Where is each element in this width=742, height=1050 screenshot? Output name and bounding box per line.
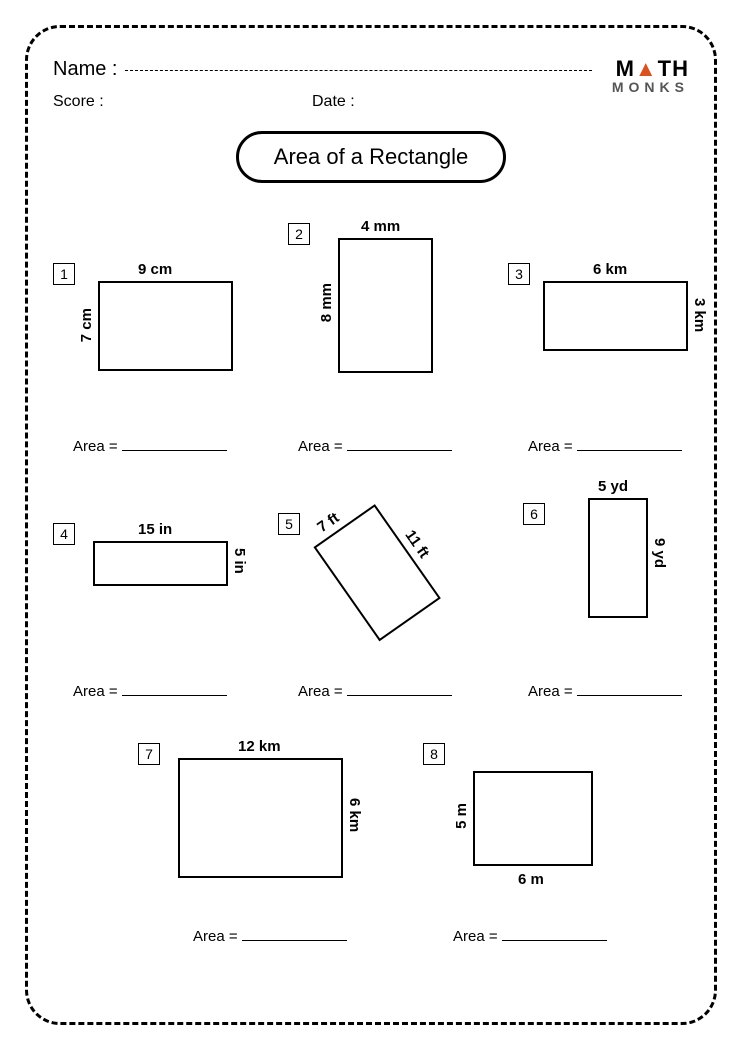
area-field[interactable]: Area = bbox=[528, 438, 682, 455]
dimension-side: 6 km bbox=[346, 798, 363, 832]
logo-th: TH bbox=[658, 56, 689, 81]
problem-number: 6 bbox=[523, 503, 545, 525]
score-date-row: Score : Date : bbox=[53, 93, 592, 111]
area-field[interactable]: Area = bbox=[73, 438, 227, 455]
area-blank[interactable] bbox=[502, 940, 607, 941]
area-label: Area = bbox=[193, 928, 238, 945]
name-field[interactable]: Name : bbox=[53, 58, 592, 81]
logo-m: M bbox=[616, 56, 635, 81]
rectangle bbox=[178, 758, 343, 878]
name-blank[interactable] bbox=[125, 70, 591, 71]
area-field[interactable]: Area = bbox=[298, 683, 452, 700]
area-label: Area = bbox=[298, 683, 343, 700]
problem-number: 3 bbox=[508, 263, 530, 285]
problem-number: 4 bbox=[53, 523, 75, 545]
dimension-top: 4 mm bbox=[361, 218, 400, 235]
area-field[interactable]: Area = bbox=[528, 683, 682, 700]
dimension-side: 3 km bbox=[691, 298, 708, 332]
rectangle bbox=[93, 541, 228, 586]
area-field[interactable]: Area = bbox=[453, 928, 607, 945]
area-label: Area = bbox=[453, 928, 498, 945]
area-label: Area = bbox=[528, 438, 573, 455]
area-field[interactable]: Area = bbox=[73, 683, 227, 700]
dimension-bottom: 6 m bbox=[518, 871, 544, 888]
problem-number: 8 bbox=[423, 743, 445, 765]
dimension-side: 5 m bbox=[453, 803, 470, 829]
dimension-top: 15 in bbox=[138, 521, 172, 538]
area-field[interactable]: Area = bbox=[193, 928, 347, 945]
dimension-side: 5 in bbox=[231, 548, 248, 574]
title-wrap: Area of a Rectangle bbox=[53, 131, 689, 183]
area-label: Area = bbox=[528, 683, 573, 700]
dimension-side: 9 yd bbox=[651, 538, 668, 568]
dimension-top: 12 km bbox=[238, 738, 281, 755]
area-blank[interactable] bbox=[242, 940, 347, 941]
rectangle bbox=[473, 771, 593, 866]
area-blank[interactable] bbox=[122, 450, 227, 451]
worksheet-frame: Name : Score : Date : M▲TH MONKS Area bbox=[25, 25, 717, 1025]
area-label: Area = bbox=[298, 438, 343, 455]
area-label: Area = bbox=[73, 438, 118, 455]
rectangle bbox=[588, 498, 648, 618]
dimension-side: 7 cm bbox=[78, 308, 95, 342]
name-label: Name : bbox=[53, 58, 117, 81]
problem-number: 2 bbox=[288, 223, 310, 245]
logo: M▲TH MONKS bbox=[612, 58, 689, 94]
date-field[interactable]: Date : bbox=[312, 93, 592, 111]
date-label: Date : bbox=[312, 93, 355, 111]
rectangle bbox=[338, 238, 433, 373]
area-blank[interactable] bbox=[577, 450, 682, 451]
area-blank[interactable] bbox=[347, 450, 452, 451]
logo-top: M▲TH bbox=[612, 58, 689, 80]
dimension-top: 6 km bbox=[593, 261, 627, 278]
rectangle bbox=[98, 281, 233, 371]
dimension-side: 8 mm bbox=[318, 283, 335, 322]
triangle-icon: ▲ bbox=[635, 56, 658, 81]
header: Name : Score : Date : M▲TH MONKS bbox=[53, 58, 689, 111]
area-label: Area = bbox=[73, 683, 118, 700]
area-blank[interactable] bbox=[122, 695, 227, 696]
score-field[interactable]: Score : bbox=[53, 93, 282, 111]
score-label: Score : bbox=[53, 93, 104, 111]
rotated-rectangle-group: 7 ft 11 ft bbox=[291, 472, 475, 664]
header-fields: Name : Score : Date : bbox=[53, 58, 592, 111]
area-blank[interactable] bbox=[577, 695, 682, 696]
area-blank[interactable] bbox=[347, 695, 452, 696]
problem-number: 5 bbox=[278, 513, 300, 535]
problem-number: 1 bbox=[53, 263, 75, 285]
title: Area of a Rectangle bbox=[236, 131, 506, 183]
problems-area: 1 9 cm 7 cm Area = 2 4 mm 8 mm Area = 3 … bbox=[53, 213, 689, 993]
rectangle bbox=[543, 281, 688, 351]
area-field[interactable]: Area = bbox=[298, 438, 452, 455]
dimension-top: 9 cm bbox=[138, 261, 172, 278]
logo-bottom: MONKS bbox=[612, 80, 689, 94]
problem-number: 7 bbox=[138, 743, 160, 765]
dimension-top: 5 yd bbox=[598, 478, 628, 495]
